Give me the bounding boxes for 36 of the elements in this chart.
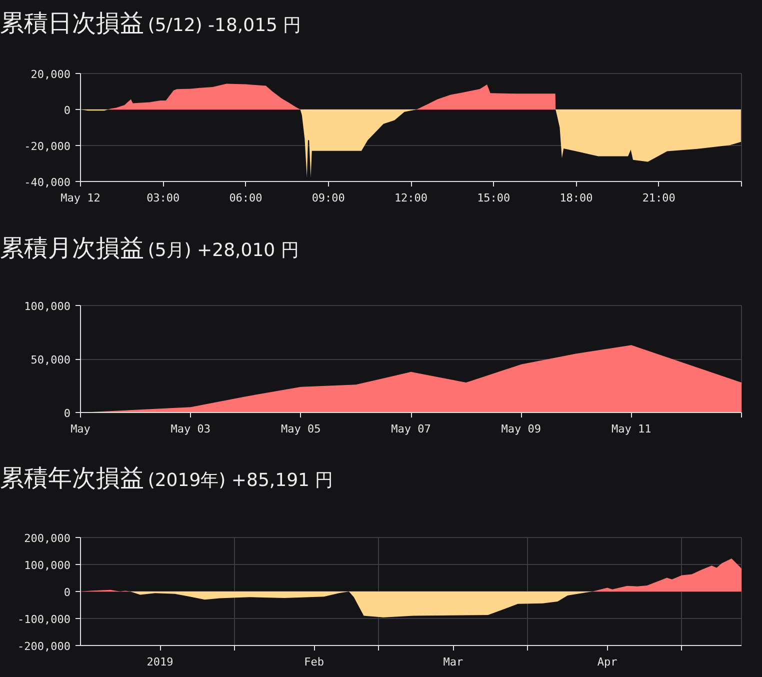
x-tick-label: 09:00 bbox=[312, 192, 345, 204]
x-tick-label: May 05 bbox=[280, 422, 321, 436]
x-tick-label: Apr bbox=[597, 656, 618, 668]
chart-subtitle: (2019年) +85,191 円 bbox=[148, 470, 334, 491]
x-tick-label: 12:00 bbox=[394, 192, 428, 204]
x-tick-label: May 12 bbox=[60, 192, 100, 204]
y-tick-label: -40,000 bbox=[24, 176, 70, 189]
x-tick-label: 03:00 bbox=[146, 192, 180, 204]
x-tick-label: 15:00 bbox=[477, 192, 510, 204]
chart-subtitle: (5月) +28,010 円 bbox=[148, 240, 299, 261]
chart-title: 累積日次損益 bbox=[0, 8, 144, 37]
x-tick-label: 2019 bbox=[146, 656, 174, 668]
x-tick-label: May bbox=[70, 422, 91, 436]
x-tick-label: May 03 bbox=[170, 422, 211, 436]
x-tick-label: 18:00 bbox=[560, 192, 593, 204]
y-tick-label: 0 bbox=[64, 586, 70, 599]
x-tick-label: 06:00 bbox=[229, 192, 262, 204]
y-tick-label: 50,000 bbox=[30, 354, 71, 366]
x-tick-label: May 07 bbox=[391, 422, 431, 436]
y-tick-label: -20,000 bbox=[24, 140, 70, 153]
y-tick-label: 0 bbox=[64, 407, 70, 420]
chart-subtitle: (5/12) -18,015 円 bbox=[148, 14, 302, 36]
chart-title: 累積年次損益 bbox=[0, 464, 144, 492]
x-tick-label: 21:00 bbox=[642, 192, 676, 204]
x-tick-label: May 09 bbox=[501, 422, 542, 436]
y-tick-label: 200,000 bbox=[24, 532, 70, 545]
y-tick-label: 20,000 bbox=[30, 68, 71, 81]
y-tick-label: 100,000 bbox=[24, 559, 70, 572]
y-tick-label: -100,000 bbox=[18, 613, 71, 626]
x-tick-label: Feb bbox=[304, 656, 324, 668]
x-tick-label: Mar bbox=[443, 656, 464, 668]
y-tick-label: -200,000 bbox=[18, 640, 71, 653]
chart-title: 累積月次損益 bbox=[0, 234, 144, 262]
y-tick-label: 0 bbox=[64, 104, 70, 117]
y-tick-label: 100,000 bbox=[24, 300, 70, 313]
x-tick-label: May 11 bbox=[611, 422, 652, 436]
